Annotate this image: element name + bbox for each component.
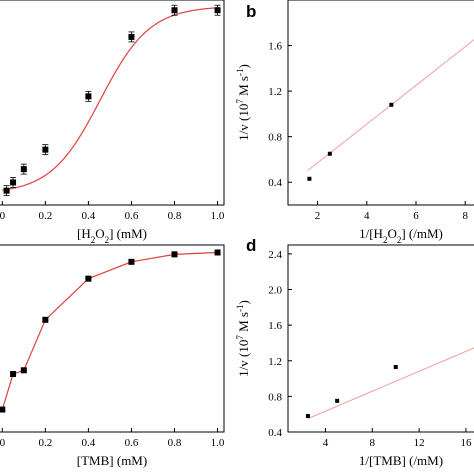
y-tick-label: 2.0: [268, 285, 282, 297]
data-point: [214, 7, 221, 14]
y-tick-label: 1.2: [268, 356, 282, 368]
x-tick-label: 0.6: [125, 210, 139, 222]
data-point: [393, 364, 398, 369]
y-axis-title: 1/v (107 M s-1): [235, 64, 251, 141]
chart-panel-d: 4 8 12 16 0.4 0.8 1.2 1.6 2.0 2.4 1/[TMB] (/mM) 1/v…: [235, 236, 474, 468]
x-tick-label: 1.0: [211, 210, 225, 222]
chart-panel-b: 2 4 6 8 0.4 0.8 1.2 1.6 1/[H2O2] (/mM) 1/v (107 M…: [235, 0, 474, 245]
panel-label: b: [246, 2, 256, 21]
y-tick-label: 1.6: [268, 320, 282, 332]
data-point: [85, 93, 92, 100]
data-point: [20, 367, 27, 374]
data-point: [389, 102, 394, 107]
x-axis-title: [H2O2] (mM): [77, 226, 147, 245]
x-tick-label: 4: [323, 437, 329, 449]
x-axis-title: 1/[H2O2] (/mM): [359, 226, 443, 245]
fit-curve: [2, 7, 218, 191]
data-point: [214, 249, 221, 256]
data-point: [171, 251, 178, 258]
x-tick-label: 0.2: [38, 210, 52, 222]
data-point: [20, 166, 27, 173]
y-tick-label: 0.4: [268, 177, 282, 189]
x-tick-label: 0.2: [38, 437, 52, 449]
x-tick-label: 0.8: [168, 437, 182, 449]
x-axis-title: 1/[TMB] (/mM): [359, 453, 443, 468]
plot-frame: [0, 244, 225, 433]
data-point: [10, 371, 17, 378]
chart-panel-c: 0 0.2 0.4 0.6 0.8 1.0 [TMB] (mM): [0, 244, 225, 468]
data-point: [3, 187, 10, 194]
x-tick-label: 0.4: [82, 210, 96, 222]
x-tick-label: 8: [370, 437, 376, 449]
x-tick-label: 8: [462, 210, 468, 222]
connecting-line: [1, 251, 218, 410]
x-tick-label: 16: [460, 437, 472, 449]
x-tick-label: 0: [0, 210, 6, 222]
y-tick-label: 2.4: [268, 249, 282, 261]
fit-line: [307, 39, 474, 171]
y-tick-label: 1.6: [268, 41, 282, 53]
data-point: [42, 146, 49, 153]
y-tick-label: 0.8: [268, 391, 282, 403]
panel-label: d: [246, 236, 256, 255]
y-axis-title: 1/v (107 M s-1): [235, 300, 251, 377]
data-point: [305, 413, 310, 418]
y-tick-label: 1.2: [268, 86, 282, 98]
x-tick-label: 0.6: [125, 437, 139, 449]
x-tick-label: 6: [413, 210, 419, 222]
x-tick-label: 12: [414, 437, 425, 449]
data-point: [128, 258, 135, 265]
x-tick-label: 2: [315, 210, 321, 222]
data-point: [128, 33, 135, 40]
plot-frame: [0, 0, 225, 206]
data-point: [10, 179, 17, 186]
x-tick-label: 4: [364, 210, 370, 222]
data-point: [327, 151, 332, 156]
x-axis-title: [TMB] (mM): [77, 453, 147, 468]
data-point: [171, 7, 178, 14]
x-tick-label: 0.8: [168, 210, 182, 222]
y-tick-label: 0.4: [268, 427, 282, 439]
plot-frame: [287, 0, 474, 206]
y-tick-label: 0.8: [268, 132, 282, 144]
chart-panel-a: 0 0.2 0.4 0.6 0.8 1.0 [H2O2] (mM): [0, 0, 225, 245]
x-tick-label: 0.4: [82, 437, 96, 449]
data-point: [85, 275, 92, 282]
data-point: [42, 316, 49, 323]
data-point: [335, 398, 340, 403]
plot-frame: [287, 244, 474, 433]
fit-line: [307, 347, 474, 420]
data-point: [307, 176, 312, 181]
x-tick-label: 1.0: [211, 437, 225, 449]
x-tick-label: 0: [0, 437, 6, 449]
data-point: [0, 406, 6, 413]
